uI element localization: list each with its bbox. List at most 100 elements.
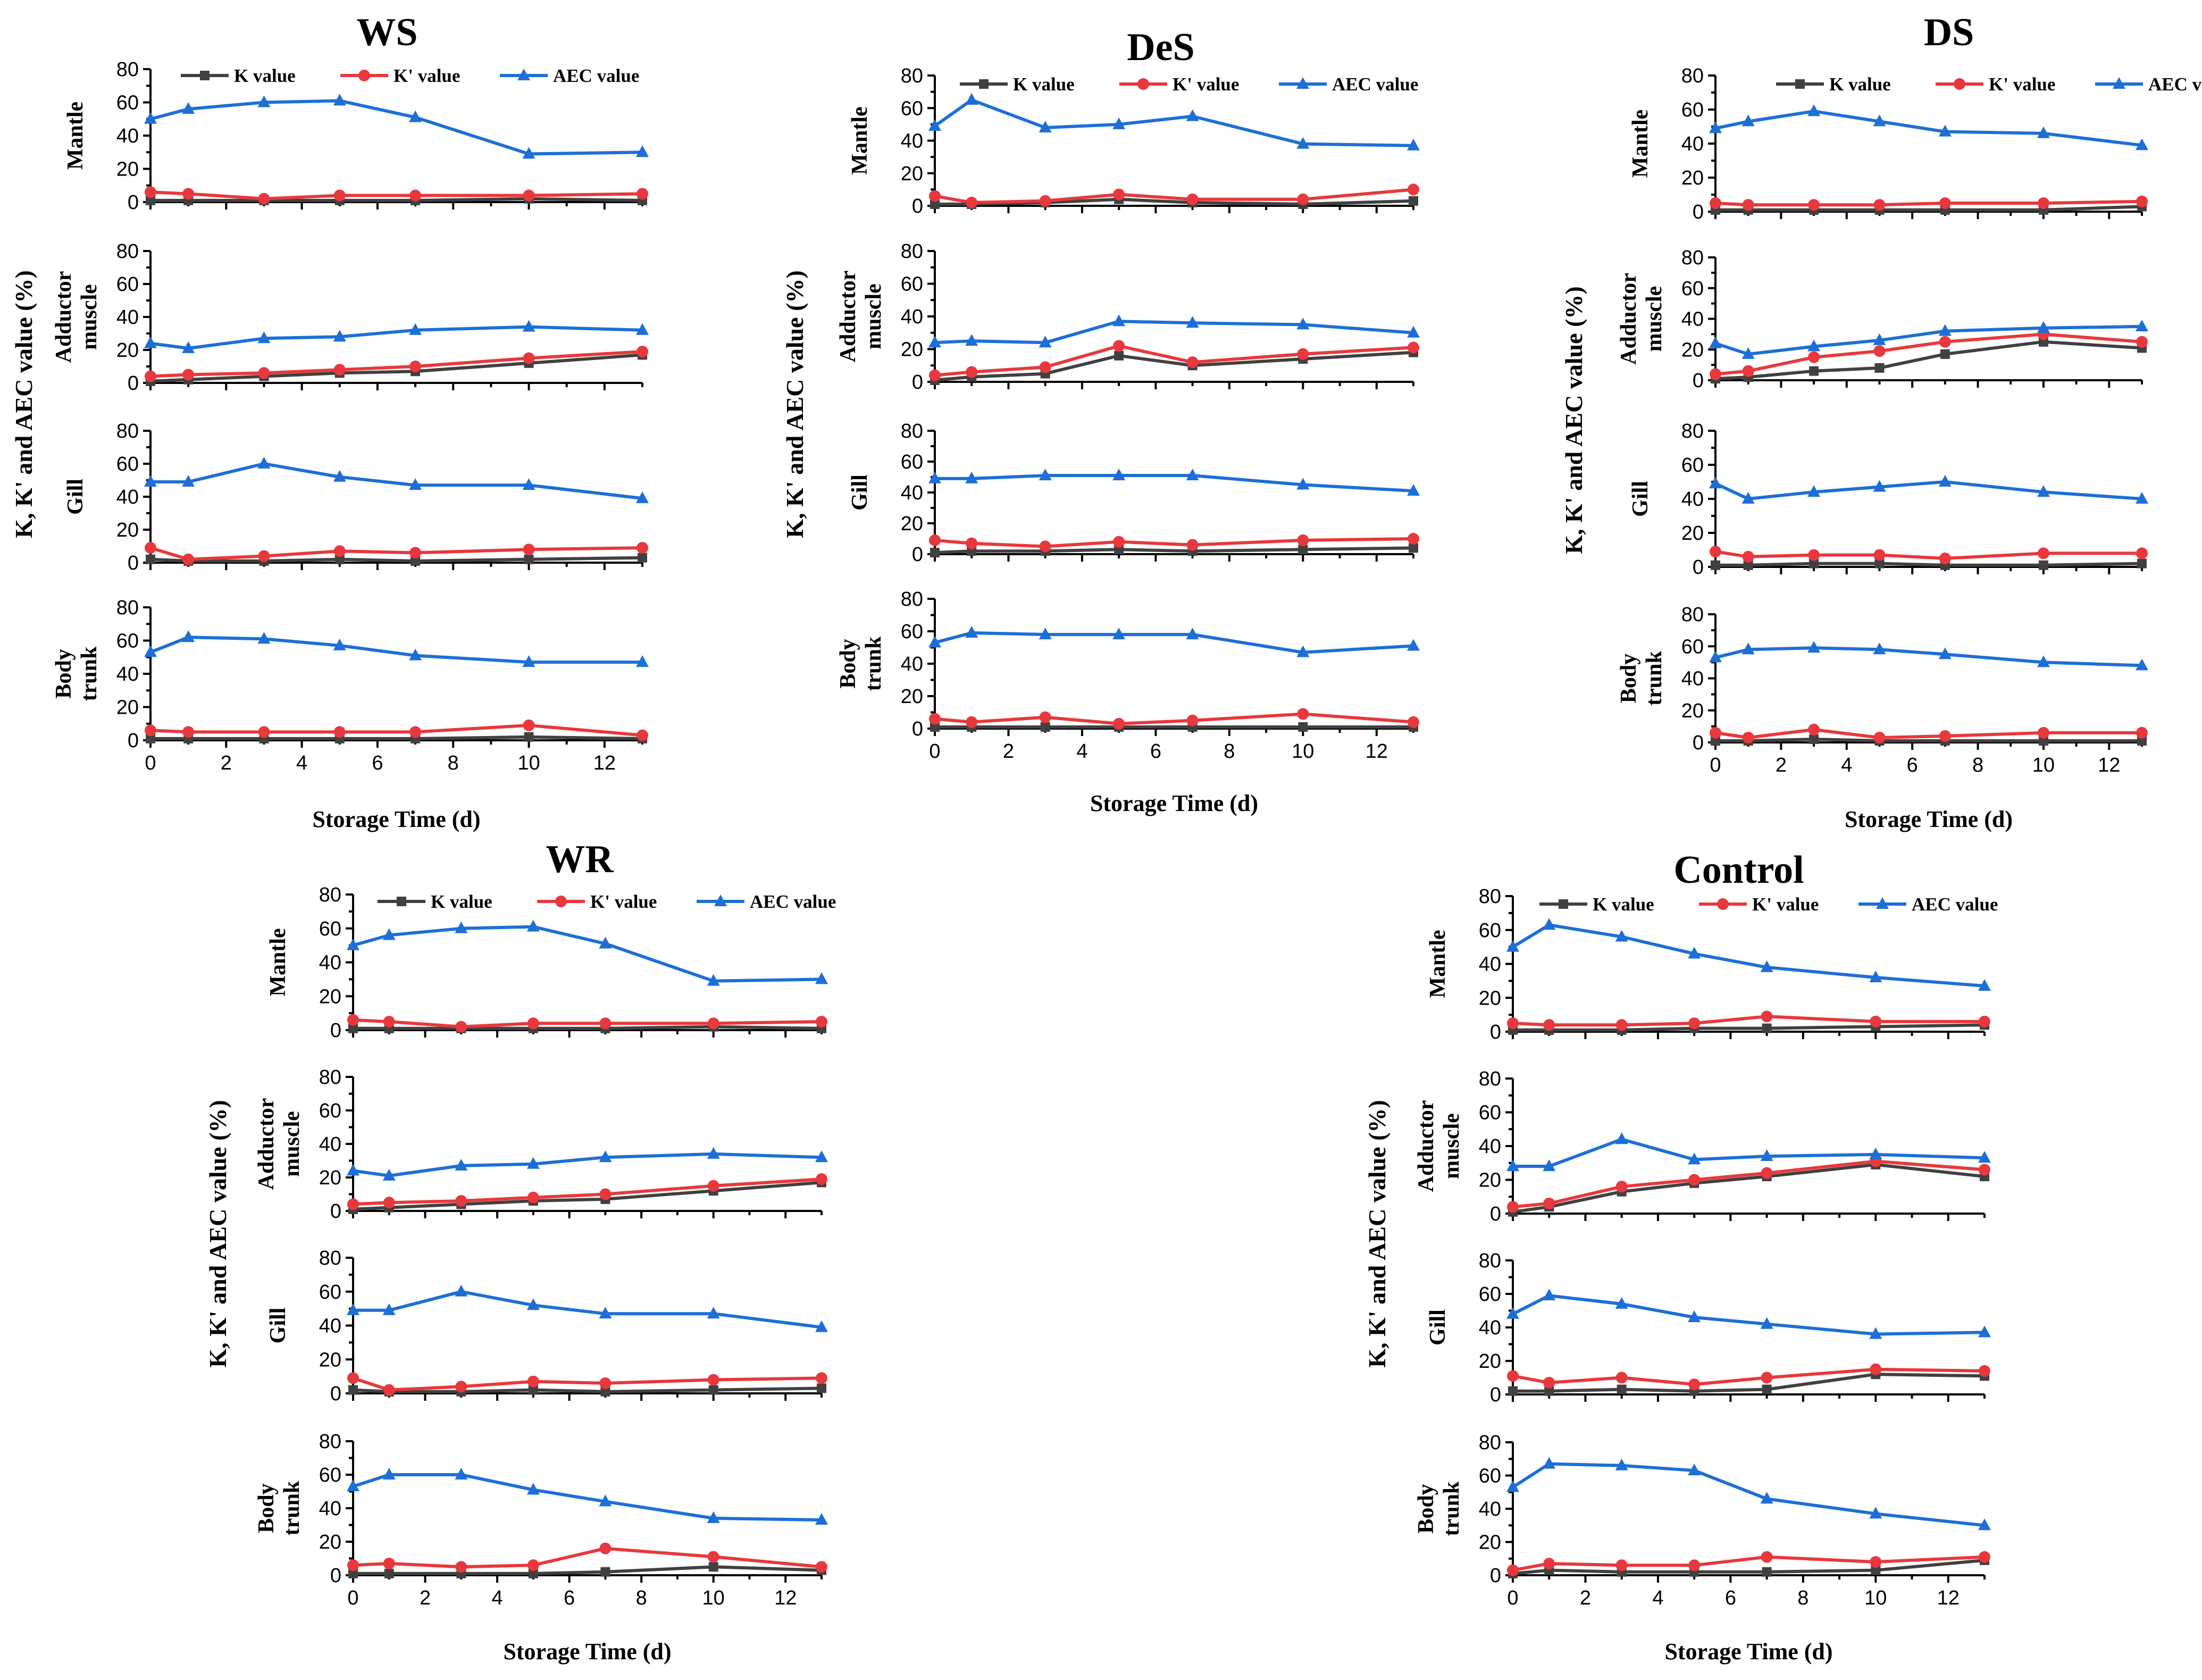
data-point xyxy=(409,726,422,738)
x-tick-label: 10 xyxy=(2032,754,2055,776)
series-k-value xyxy=(146,732,647,743)
data-point xyxy=(2136,492,2148,504)
x-axis-label: Storage Time (d) xyxy=(1664,1639,1832,1665)
series-aec-value xyxy=(347,1147,828,1181)
series-k-value xyxy=(1710,195,2148,211)
data-point xyxy=(1543,1159,1556,1172)
y-tick-label: 60 xyxy=(1681,636,1704,658)
data-point xyxy=(348,1023,358,1033)
series-line xyxy=(150,325,643,350)
data-point xyxy=(1869,971,1882,982)
data-point xyxy=(637,346,648,358)
data-point xyxy=(1978,1151,1991,1163)
data-point xyxy=(524,554,534,564)
data-point xyxy=(527,1375,539,1388)
data-point xyxy=(1869,1147,1882,1159)
data-point xyxy=(1543,918,1556,930)
y-tick-label: 80 xyxy=(1479,885,1501,908)
panel-body-trunk: 0 20 40 60 80 0 2 4 6 8 10 12 Body trunk xyxy=(1617,604,2148,776)
series-line xyxy=(1715,646,2142,667)
data-point xyxy=(409,361,422,372)
x-tick-label: 12 xyxy=(593,752,616,774)
y-tick-label: 60 xyxy=(1479,1102,1501,1124)
legend-label: K' value xyxy=(1752,894,1819,915)
data-point xyxy=(1762,1567,1772,1577)
data-point xyxy=(333,638,346,650)
x-tick-label: 8 xyxy=(1972,754,1983,776)
data-point xyxy=(526,1298,540,1310)
series-line xyxy=(353,1152,822,1177)
data-point xyxy=(333,189,346,202)
y-tick-label: 60 xyxy=(319,918,341,940)
data-point xyxy=(383,1016,395,1028)
data-point xyxy=(455,1561,467,1573)
panel-mantle: 0 20 40 60 80 Mantle xyxy=(1426,885,1991,1043)
y-tick-label: 80 xyxy=(901,420,923,442)
series-aec-value xyxy=(1709,319,2148,359)
series-line xyxy=(934,98,1414,147)
data-point xyxy=(1979,1015,1990,1027)
data-point xyxy=(1742,199,1754,211)
data-point xyxy=(528,1568,538,1578)
data-point xyxy=(348,1385,358,1395)
data-point xyxy=(1873,731,1886,743)
series-line xyxy=(150,462,643,500)
data-point xyxy=(383,1557,395,1569)
data-point xyxy=(257,457,271,469)
series-line xyxy=(1715,728,2142,739)
data-point xyxy=(1297,348,1309,360)
data-point xyxy=(182,102,195,114)
data-point xyxy=(347,1198,359,1210)
y-tick-label: 20 xyxy=(116,697,139,719)
y-tick-label: 80 xyxy=(1479,1250,1501,1272)
data-point xyxy=(333,364,346,376)
x-tick-label: 2 xyxy=(1580,1587,1591,1609)
data-point xyxy=(526,920,540,932)
data-point xyxy=(2136,319,2148,331)
y-tick-label: 40 xyxy=(116,306,139,329)
y-tick-label: 80 xyxy=(1681,420,1704,442)
x-tick-label: 2 xyxy=(1776,754,1787,776)
y-tick-label: 20 xyxy=(1681,339,1704,361)
data-point xyxy=(1615,1458,1628,1470)
data-point xyxy=(1709,121,1722,133)
data-point xyxy=(1741,492,1755,504)
legend-label: K value xyxy=(1013,74,1075,95)
data-point xyxy=(258,726,270,738)
y-tick-label: 60 xyxy=(1681,278,1704,300)
data-point xyxy=(146,195,155,205)
data-point xyxy=(1871,1565,1881,1575)
y-tick-label: 80 xyxy=(901,240,923,263)
y-tick-label: 0 xyxy=(128,730,139,752)
x-tick-label: 4 xyxy=(296,752,307,774)
data-point xyxy=(1688,947,1701,959)
data-point xyxy=(1688,1559,1701,1572)
data-point xyxy=(1408,533,1419,545)
data-point xyxy=(1939,553,1951,564)
series-line xyxy=(934,344,1414,377)
chart-title: DS xyxy=(1924,11,1974,54)
data-point xyxy=(1186,539,1199,551)
panel-gill: 0 20 40 60 80 Gill xyxy=(1628,420,2148,579)
legend-marker-0 xyxy=(979,79,989,89)
y-tick-label: 80 xyxy=(319,1247,341,1269)
y-tick-label: 80 xyxy=(116,420,139,442)
data-point xyxy=(347,1372,359,1384)
data-point xyxy=(1760,1492,1773,1504)
data-point xyxy=(1543,1197,1555,1209)
data-point xyxy=(333,330,346,342)
y-tick-label: 60 xyxy=(116,453,139,475)
data-point xyxy=(257,632,271,644)
data-point xyxy=(145,186,156,198)
series-line xyxy=(150,723,643,737)
data-point xyxy=(526,1157,540,1169)
series-line xyxy=(353,925,822,983)
legend-marker-2 xyxy=(714,895,727,906)
y-tick-label: 40 xyxy=(116,663,139,686)
series-line xyxy=(1512,1163,1985,1214)
data-point xyxy=(333,726,346,738)
data-point xyxy=(1615,1559,1628,1572)
legend-marker-0 xyxy=(1559,899,1568,909)
series-line xyxy=(934,546,1414,555)
